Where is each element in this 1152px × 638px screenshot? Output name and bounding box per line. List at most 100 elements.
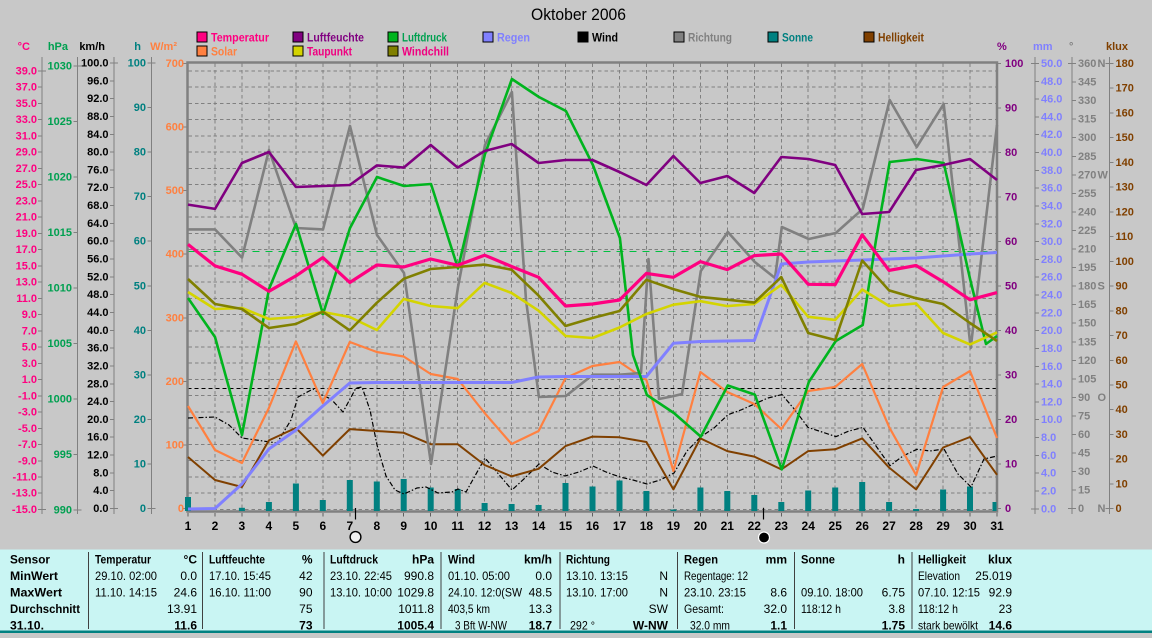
svg-text:255: 255 <box>1078 188 1096 200</box>
svg-text:23.10. 23:15: 23.10. 23:15 <box>684 586 746 600</box>
svg-text:23: 23 <box>775 519 789 533</box>
svg-text:35.0: 35.0 <box>16 98 37 110</box>
svg-text:S: S <box>1098 281 1105 293</box>
svg-text:Richtung: Richtung <box>566 553 610 567</box>
svg-text:50: 50 <box>134 280 146 292</box>
svg-text:195: 195 <box>1078 262 1096 274</box>
svg-text:100: 100 <box>128 58 146 70</box>
svg-text:22.0: 22.0 <box>1041 307 1062 319</box>
svg-text:60: 60 <box>1005 236 1017 248</box>
svg-text:20.0: 20.0 <box>1041 325 1062 337</box>
svg-text:h: h <box>898 553 905 567</box>
svg-text:8.0: 8.0 <box>93 467 108 479</box>
svg-text:18.0: 18.0 <box>1041 343 1062 355</box>
svg-text:24: 24 <box>802 519 816 533</box>
svg-text:15.0: 15.0 <box>16 260 37 272</box>
svg-text:90: 90 <box>1005 103 1017 115</box>
svg-text:-3.0: -3.0 <box>18 407 37 419</box>
svg-text:2.0: 2.0 <box>1041 485 1056 497</box>
svg-text:10: 10 <box>134 458 146 470</box>
svg-text:38.0: 38.0 <box>1041 165 1062 177</box>
svg-text:Luftdruck: Luftdruck <box>330 553 378 567</box>
svg-text:12.0: 12.0 <box>87 450 108 462</box>
svg-text:Elevation: Elevation <box>918 569 960 583</box>
svg-text:01.10. 05:00: 01.10. 05:00 <box>448 569 510 583</box>
svg-text:31.0: 31.0 <box>16 130 37 142</box>
svg-text:68.0: 68.0 <box>87 200 108 212</box>
svg-text:1.0: 1.0 <box>22 374 37 386</box>
svg-text:100: 100 <box>1005 58 1023 70</box>
svg-text:Solar: Solar <box>211 45 237 59</box>
svg-text:3.8: 3.8 <box>888 602 905 616</box>
svg-text:30: 30 <box>134 369 146 381</box>
svg-text:26: 26 <box>856 519 870 533</box>
svg-text:N: N <box>1098 58 1106 70</box>
svg-text:23: 23 <box>999 602 1013 616</box>
svg-text:88.0: 88.0 <box>87 111 108 123</box>
svg-text:52.0: 52.0 <box>87 271 108 283</box>
svg-text:100: 100 <box>1116 256 1134 268</box>
svg-text:130: 130 <box>1116 182 1134 194</box>
svg-text:stark bewölkt: stark bewölkt <box>918 619 979 633</box>
svg-text:21.0: 21.0 <box>16 212 37 224</box>
svg-text:45: 45 <box>1078 448 1090 460</box>
svg-text:33.0: 33.0 <box>16 114 37 126</box>
svg-text:42.0: 42.0 <box>1041 129 1062 141</box>
svg-text:6.0: 6.0 <box>1041 450 1056 462</box>
svg-text:24.10. 12:0(SW: 24.10. 12:0(SW <box>448 586 523 600</box>
svg-text:Sensor: Sensor <box>10 553 50 567</box>
svg-text:48.0: 48.0 <box>87 289 108 301</box>
svg-text:3: 3 <box>239 519 246 533</box>
svg-text:20: 20 <box>694 519 708 533</box>
svg-text:Oktober 2006: Oktober 2006 <box>531 5 626 24</box>
svg-text:29.10. 02:00: 29.10. 02:00 <box>95 569 157 583</box>
svg-text:klux: klux <box>1106 41 1129 53</box>
svg-text:16.10. 11:00: 16.10. 11:00 <box>209 586 271 600</box>
svg-text:32.0: 32.0 <box>764 602 788 616</box>
svg-text:64.0: 64.0 <box>87 218 108 230</box>
svg-text:O: O <box>1098 392 1107 404</box>
svg-text:-15.0: -15.0 <box>12 504 37 516</box>
svg-text:24.0: 24.0 <box>1041 290 1062 302</box>
svg-text:90: 90 <box>1116 281 1128 293</box>
svg-text:995: 995 <box>54 449 72 461</box>
svg-text:8.0: 8.0 <box>1041 432 1056 444</box>
svg-text:h: h <box>134 41 141 53</box>
svg-text:SW: SW <box>649 602 669 616</box>
svg-text:135: 135 <box>1078 336 1096 348</box>
svg-text:12: 12 <box>478 519 492 533</box>
svg-text:120: 120 <box>1078 355 1096 367</box>
svg-text:105: 105 <box>1078 373 1096 385</box>
svg-text:300: 300 <box>166 312 184 324</box>
svg-text:0.0: 0.0 <box>535 569 552 583</box>
svg-text:8.6: 8.6 <box>770 586 787 600</box>
svg-text:N: N <box>659 569 668 583</box>
svg-text:165: 165 <box>1078 299 1096 311</box>
svg-text:170: 170 <box>1116 83 1134 95</box>
svg-text:1.75: 1.75 <box>882 619 906 633</box>
svg-text:50: 50 <box>1005 281 1017 293</box>
svg-text:403,5 km: 403,5 km <box>448 602 490 616</box>
svg-text:48.0: 48.0 <box>1041 76 1062 88</box>
svg-text:0: 0 <box>1078 503 1084 515</box>
svg-text:5.0: 5.0 <box>22 342 37 354</box>
svg-text:25.0: 25.0 <box>16 179 37 191</box>
svg-text:315: 315 <box>1078 114 1096 126</box>
svg-text:25.019: 25.019 <box>975 569 1012 583</box>
svg-text:240: 240 <box>1078 206 1096 218</box>
svg-text:MaxWert: MaxWert <box>10 586 62 600</box>
svg-text:3.0: 3.0 <box>22 358 37 370</box>
svg-text:Luftfeuchte: Luftfeuchte <box>307 31 364 45</box>
svg-text:14.6: 14.6 <box>989 619 1013 633</box>
svg-text:31: 31 <box>990 519 1004 533</box>
svg-text:140: 140 <box>1116 157 1134 169</box>
svg-text:34.0: 34.0 <box>1041 200 1062 212</box>
svg-text:24.6: 24.6 <box>174 586 198 600</box>
svg-text:km/h: km/h <box>524 553 552 567</box>
svg-text:60.0: 60.0 <box>87 236 108 248</box>
svg-text:°C: °C <box>18 41 30 53</box>
svg-text:90: 90 <box>134 102 146 114</box>
svg-text:1000: 1000 <box>48 394 72 406</box>
svg-text:180: 180 <box>1116 58 1134 70</box>
svg-text:Taupunkt: Taupunkt <box>307 45 352 59</box>
